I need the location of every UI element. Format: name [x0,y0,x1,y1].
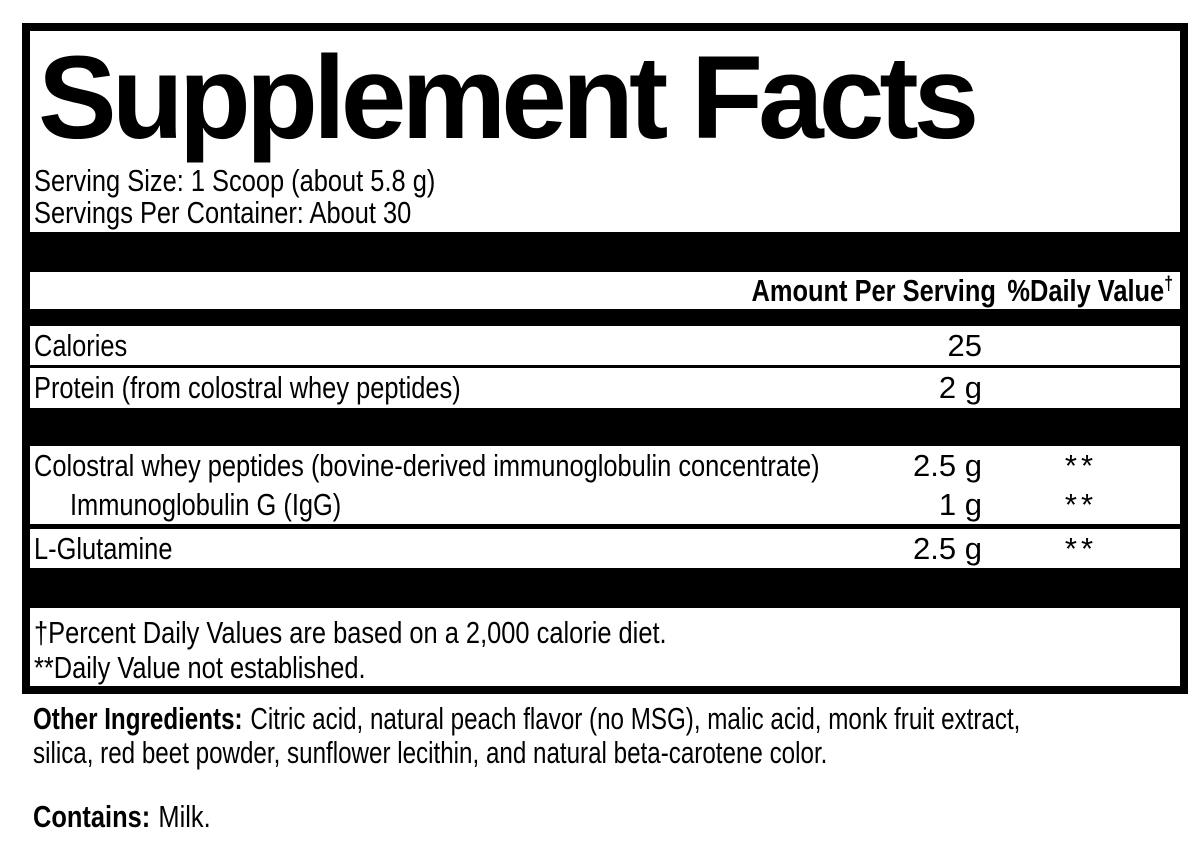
medium-rule [30,524,1180,529]
amount-value: 25 [947,327,982,363]
panel-title: Supplement Facts [38,32,979,164]
amount-value: 1 g [938,486,982,522]
header-divider-bar [30,309,1180,326]
not-established-footnote: **Daily Value not established. [34,650,366,685]
below-box-text: Other Ingredients: Citric acid, natural p… [33,702,1193,835]
table-row-l-glutamine: L-Glutamine 2.5 g ** [30,529,1180,568]
other-ingredients-line-2: silica, red beet powder, sunflower lecit… [33,736,1193,770]
table-row-immunoglobulin-g: Immunoglobulin G (IgG) 1 g ** [30,485,1180,524]
nutrient-name: Protein (from colostral whey peptides) [34,370,461,405]
serving-info: Serving Size: 1 Scoop (about 5.8 g) Serv… [30,165,1180,229]
amount-value: 2.5 g [913,447,982,483]
contains-text: Milk. [158,799,211,834]
column-headers: Amount Per Serving %Daily Value† [30,272,1180,309]
nutrient-name: L-Glutamine [34,530,173,566]
nutrient-name: Colostral whey peptides (bovine-derived … [34,447,820,483]
amount-per-serving-header: Amount Per Serving [751,272,996,308]
contains-line: Contains: Milk. [33,799,1193,835]
supplement-facts-box: Supplement Facts Serving Size: 1 Scoop (… [22,23,1188,694]
daily-value-header-text: %Daily Value [1007,272,1165,308]
table-row-colostral-peptides: Colostral whey peptides (bovine-derived … [30,446,1180,485]
section-divider-bar [30,568,1180,608]
amount-value: 2 g [938,370,982,405]
section-divider-bar [30,232,1180,272]
table-row-protein: Protein (from colostral whey peptides) 2… [30,368,1180,408]
amount-value: 2.5 g [913,530,982,566]
contains-label: Contains: [33,799,151,834]
daily-value-footnote: †Percent Daily Values are based on a 2,0… [34,615,667,650]
nutrient-name: Calories [34,327,128,363]
section-divider-bar [30,408,1180,446]
other-ingredients-text-1: Citric acid, natural peach flavor (no MS… [250,701,1021,736]
servings-per-container-text: Servings Per Container: About 30 [34,195,412,230]
serving-size-text: Serving Size: 1 Scoop (about 5.8 g) [34,163,436,198]
daily-value-cell: ** [1064,447,1098,483]
hairline-rule [30,365,1180,368]
nutrient-name: Immunoglobulin G (IgG) [70,486,342,522]
footnotes: †Percent Daily Values are based on a 2,0… [30,608,1180,686]
other-ingredients-line-1: Other Ingredients: Citric acid, natural p… [33,702,1193,736]
other-ingredients-label: Other Ingredients: [33,701,243,736]
column-headers-text: Amount Per Serving %Daily Value† [752,273,1173,309]
dagger-mark: † [1164,273,1173,295]
table-row-calories: Calories 25 [30,326,1180,365]
other-ingredients-text-2: silica, red beet powder, sunflower lecit… [33,735,828,770]
daily-value-cell: ** [1064,530,1098,566]
daily-value-cell: ** [1064,486,1098,522]
daily-value-header: %Daily Value† [1007,273,1173,308]
